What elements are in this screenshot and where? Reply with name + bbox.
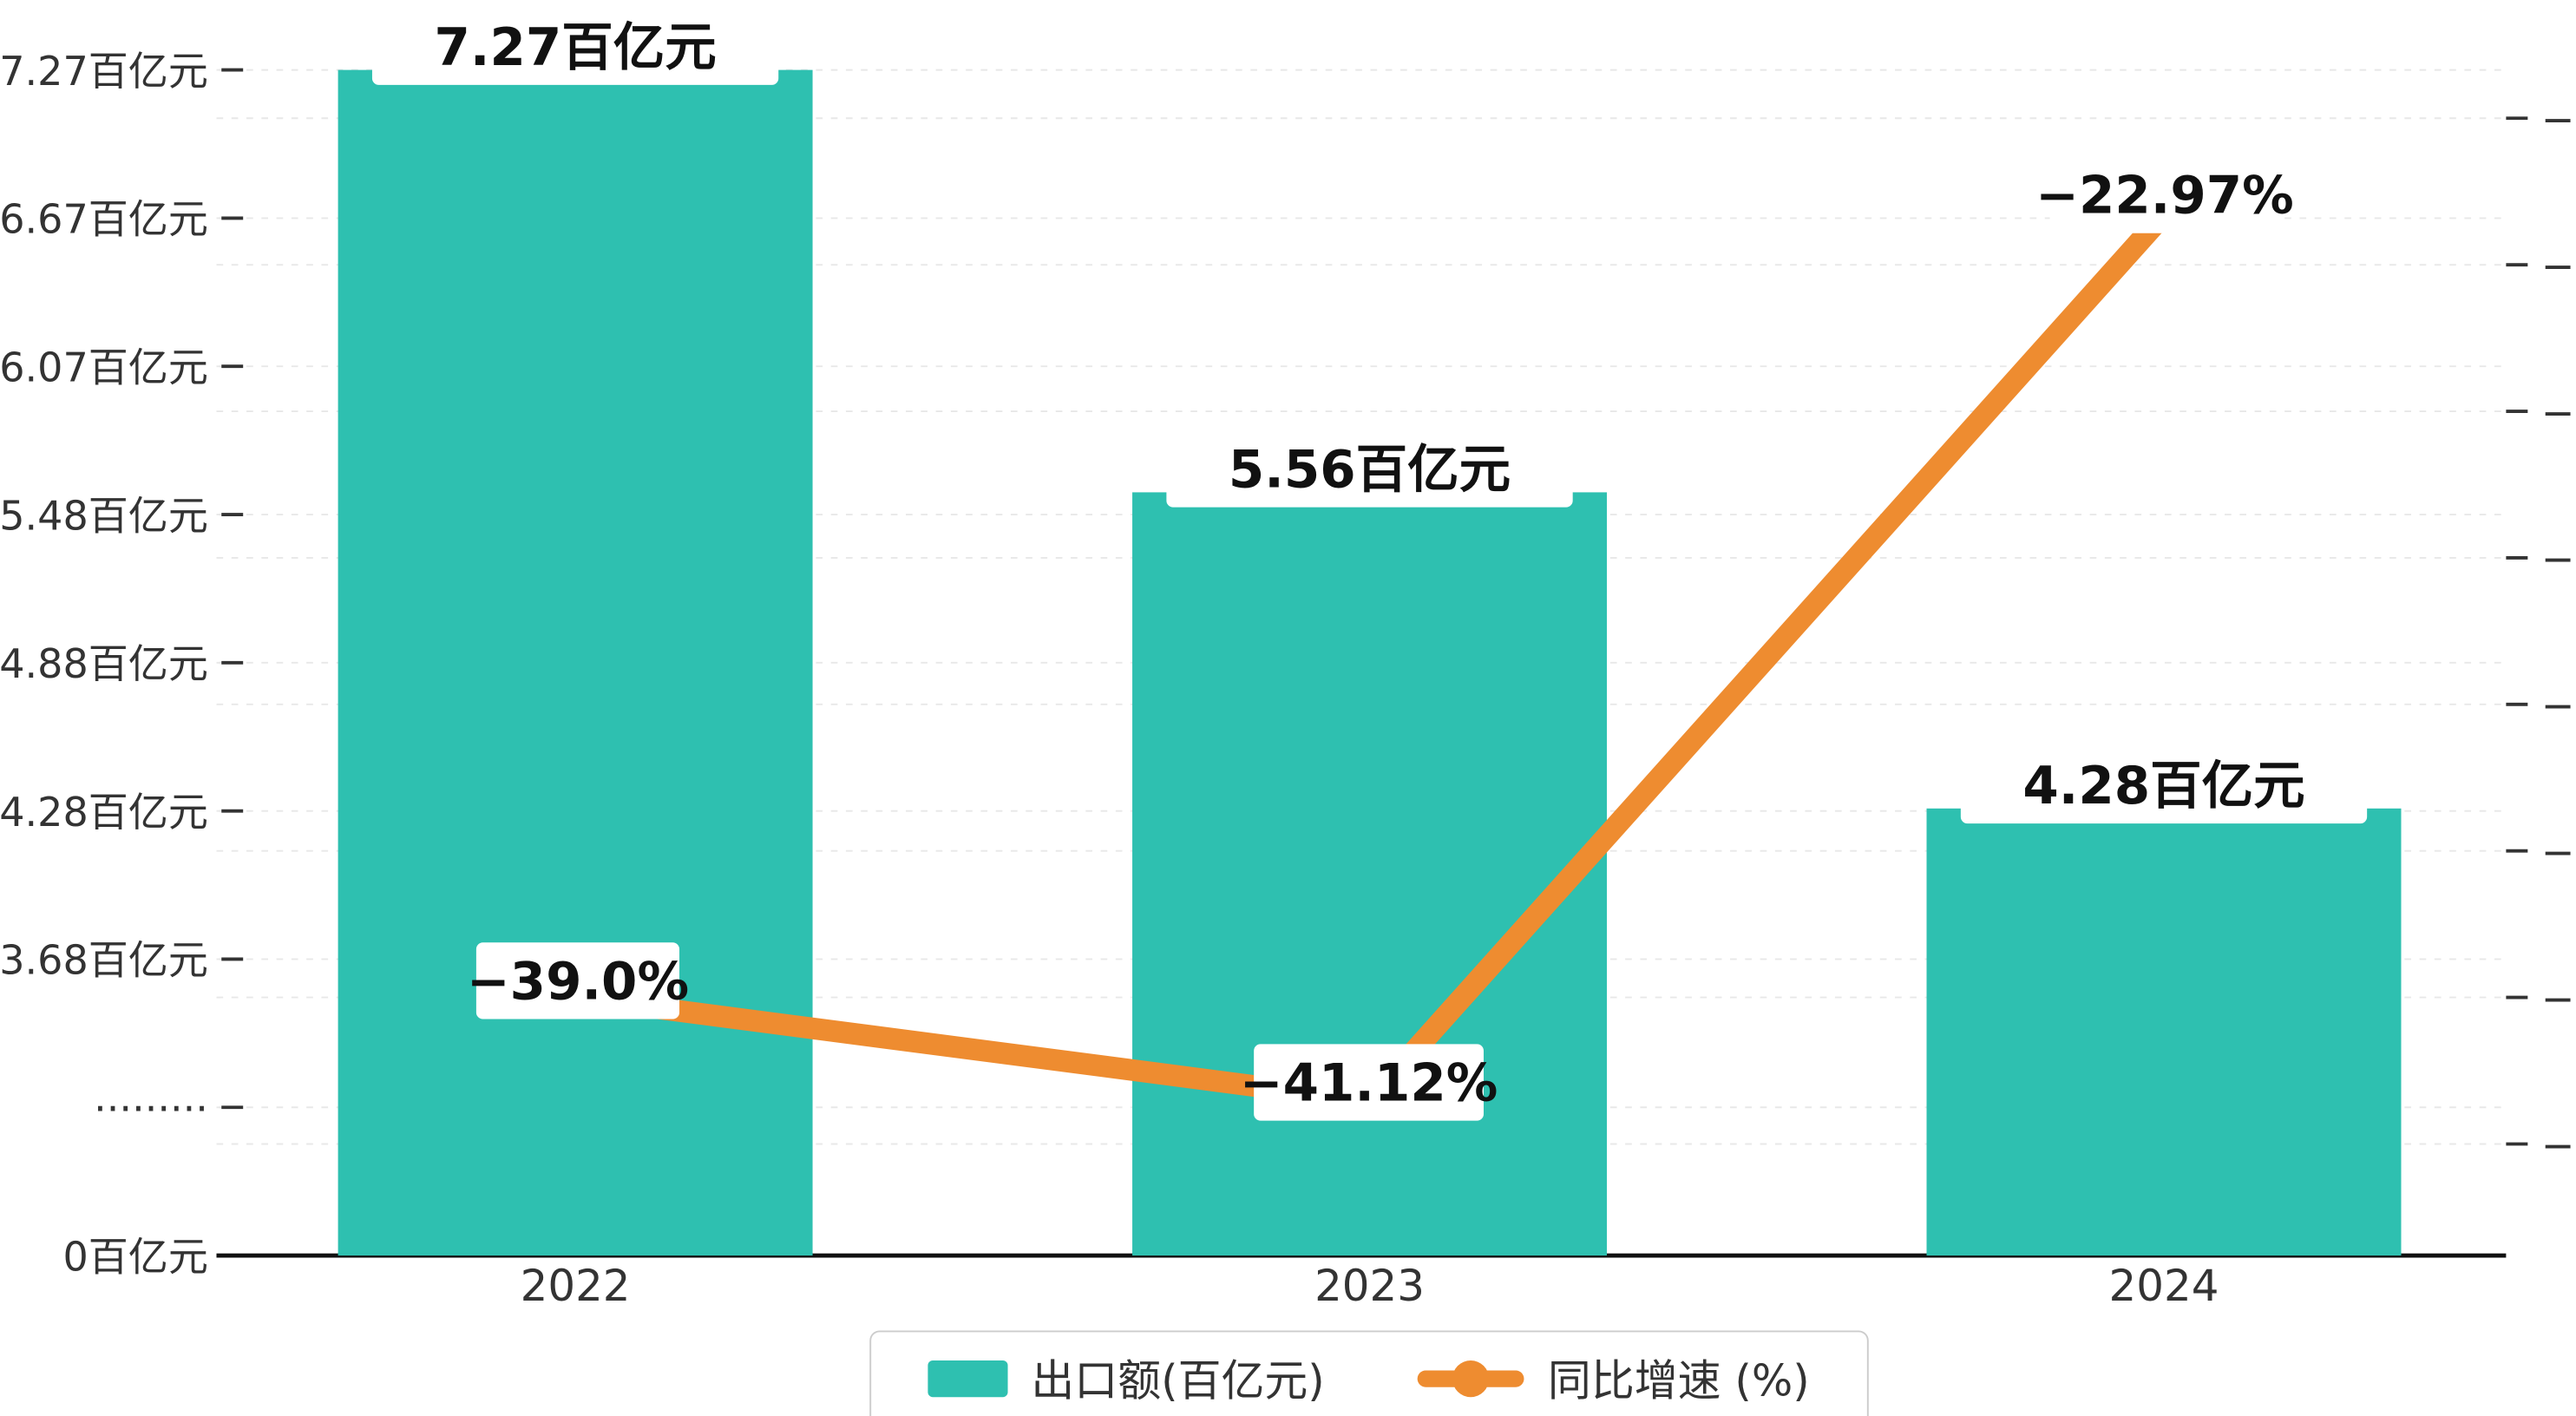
left-axis-tick-label: 5.48百亿元: [0, 492, 208, 539]
right-axis-tick-label: −36: [2541, 829, 2576, 875]
x-axis-category-label: 2023: [1314, 1261, 1425, 1311]
left-axis-tick-label: 6.07百亿元: [0, 344, 208, 390]
right-axis-tick-label: −21: [2541, 96, 2576, 143]
x-axis-category-label: 2022: [521, 1261, 631, 1311]
right-axis-tick-label: −24: [2541, 242, 2576, 289]
bar-value-label: 7.27百亿元: [434, 18, 716, 78]
legend-label-growth-rate: 同比增速 (%): [1547, 1357, 1810, 1407]
left-axis-tick-label: 4.88百亿元: [0, 640, 208, 687]
bar-2022[interactable]: [338, 69, 813, 1256]
left-axis-tick-label: 7.27百亿元: [0, 48, 208, 95]
line-legend-dot-icon: [1452, 1360, 1490, 1397]
right-axis-tick-label: −33: [2541, 682, 2576, 729]
left-axis-tick-label: 4.28百亿元: [0, 789, 208, 836]
legend-label-export-value: 出口额(百亿元): [1031, 1357, 1325, 1407]
bar-value-label: 4.28百亿元: [2022, 757, 2304, 816]
line-value-label: −22.97%: [2035, 167, 2294, 226]
line-value-label-bg: [475, 942, 680, 1019]
line-value-label: −39.0%: [467, 953, 689, 1013]
line-value-label: −41.12%: [1240, 1054, 1498, 1114]
legend: 出口额(百亿元) 同比增速 (%): [869, 1330, 1868, 1416]
bar-legend-swatch-icon: [927, 1360, 1008, 1397]
left-axis-tick-label: 3.68百亿元: [0, 937, 208, 984]
line-value-label-bg: [2049, 156, 2280, 233]
bar-value-label-bg: [1960, 746, 2368, 824]
bar-value-label-bg: [371, 8, 779, 85]
legend-item-growth-rate[interactable]: 同比增速 (%): [1418, 1347, 1810, 1409]
left-axis-tick-label: ·········: [94, 1085, 208, 1132]
right-axis-tick-label: −39: [2541, 975, 2576, 1022]
left-axis-tick-label: 0百亿元: [62, 1233, 207, 1280]
line-value-label-bg: [1254, 1044, 1485, 1121]
x-axis-category-label: 2024: [2109, 1261, 2219, 1311]
legend-item-export-value[interactable]: 出口额(百亿元): [927, 1347, 1325, 1409]
right-axis-tick-label: −42: [2541, 1122, 2576, 1169]
bar-value-label: 5.56百亿元: [1229, 441, 1511, 501]
right-axis-tick-label: −30: [2541, 535, 2576, 582]
left-axis-tick-label: 6.67百亿元: [0, 196, 208, 243]
bar-2024[interactable]: [1926, 808, 2402, 1256]
bar-2023[interactable]: [1132, 492, 1608, 1256]
line-legend-swatch-icon: [1418, 1360, 1525, 1397]
right-axis-tick-label: −27: [2541, 389, 2576, 436]
bar-value-label-bg: [1166, 430, 1573, 508]
